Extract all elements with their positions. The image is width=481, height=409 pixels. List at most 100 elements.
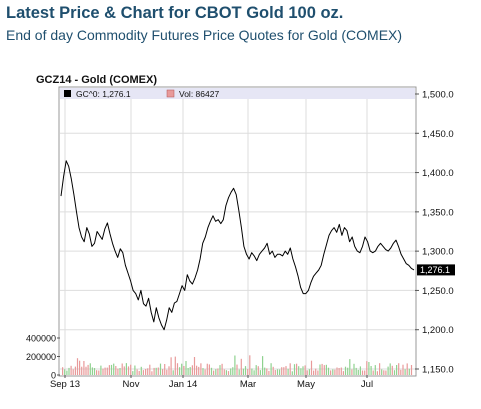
volume-bar [323,365,325,375]
volume-bar [202,368,204,375]
volume-bar [379,363,381,375]
volume-bar [170,357,172,375]
volume-bar [393,370,396,375]
volume-bar [68,367,70,375]
volume-bar [406,363,408,375]
volume-bar [96,370,98,375]
volume-bar [100,365,102,375]
volume-bar [357,369,359,375]
volume-bar [102,368,104,375]
volume-bar [315,368,317,375]
last-price-label: 1,276.1 [420,265,450,275]
volume-bar [330,370,332,375]
volume-tick-label: 0 [51,371,56,381]
volume-bar [361,370,364,375]
volume-bar [402,364,404,375]
volume-bar [391,365,393,375]
volume-bar [125,363,127,375]
volume-bar [104,367,106,375]
volume-bar [355,367,357,375]
volume-bar [151,371,153,375]
volume-bar [159,363,162,375]
chart-title: GCZ14 - Gold (COMEX) [36,74,157,86]
volume-bar [210,367,213,375]
volume-bar [342,371,344,375]
volume-bar [134,365,136,375]
x-tick-label: Mar [240,379,256,390]
x-tick-label: Jan 14 [169,379,198,390]
price-axis: 1,150.0 1,200.0 1,250.0 1,300.0 1,350.0 1,400… [415,90,454,376]
volume-bar [196,365,198,375]
volume-bar [236,364,238,375]
volume-bar [117,368,119,375]
volume-bar [157,367,159,375]
volume-bar [383,370,385,375]
volume-bar [285,366,287,375]
volume-bar [164,364,166,375]
volume-bars [62,355,413,375]
x-tick-label: Jul [361,379,373,390]
volume-bar [206,363,208,375]
volume-bar [147,368,149,375]
volume-bar [389,363,391,375]
volume-bar [66,370,68,375]
volume-bar [264,367,266,375]
volume-bar [221,363,223,375]
volume-bar [370,366,372,375]
volume-bar [145,369,147,375]
volume-bar [89,363,91,375]
x-tick-label: Nov [123,379,140,390]
volume-bar [366,361,368,375]
volume-bar [98,370,100,375]
volume-bar [340,367,342,375]
volume-bar [79,360,81,375]
volume-bar [70,365,72,375]
volume-bar [255,365,257,375]
volume-bar [168,366,170,375]
volume-bar [351,369,353,375]
volume-bar [204,369,206,375]
volume-bar [198,366,200,375]
volume-bar [87,364,89,375]
volume-bar [374,365,376,375]
gold-price-chart: GCZ14 - Gold (COMEX) GC^0: 1,276.1 Vol: … [26,74,455,390]
grid-lines [60,99,415,375]
last-price-box [417,264,455,276]
plot-area [58,86,417,377]
volume-bar [287,368,289,375]
volume-bar [385,370,387,375]
volume-bar [247,369,249,375]
price-tick-label: 1,400.0 [422,168,454,179]
volume-bar [185,361,187,375]
volume-tick-label: 400000 [26,334,56,344]
volume-bar [187,368,189,375]
volume-bar [85,366,87,375]
price-tick-label: 1,250.0 [422,286,454,297]
volume-bar [291,371,293,375]
volume-bar [123,366,125,375]
volume-bar [108,365,110,375]
price-tick-label: 1,500.0 [422,90,454,101]
volume-bar [181,363,183,375]
volume-bar [262,356,264,375]
page-subtitle: End of day Commodity Futures Price Quote… [6,27,403,43]
volume-bar [249,355,251,375]
volume-bar [319,364,321,375]
price-tick-label: 1,350.0 [422,207,454,218]
volume-bar [208,364,210,375]
volume-bar [136,369,138,375]
volume-bar [242,368,244,375]
legend-price-swatch [64,90,71,97]
volume-bar [251,368,253,375]
volume-bar [240,358,242,375]
volume-bar [155,367,157,375]
volume-bar [81,366,83,375]
volume-bar [270,363,272,375]
volume-bar [338,368,340,375]
volume-bar [130,364,132,375]
price-series [60,160,415,331]
last-price-marker: 1,276.1 [417,264,455,276]
volume-bar [238,369,240,375]
volume-axis: 0 200000 400000 [26,334,60,381]
volume-bar [193,357,196,375]
